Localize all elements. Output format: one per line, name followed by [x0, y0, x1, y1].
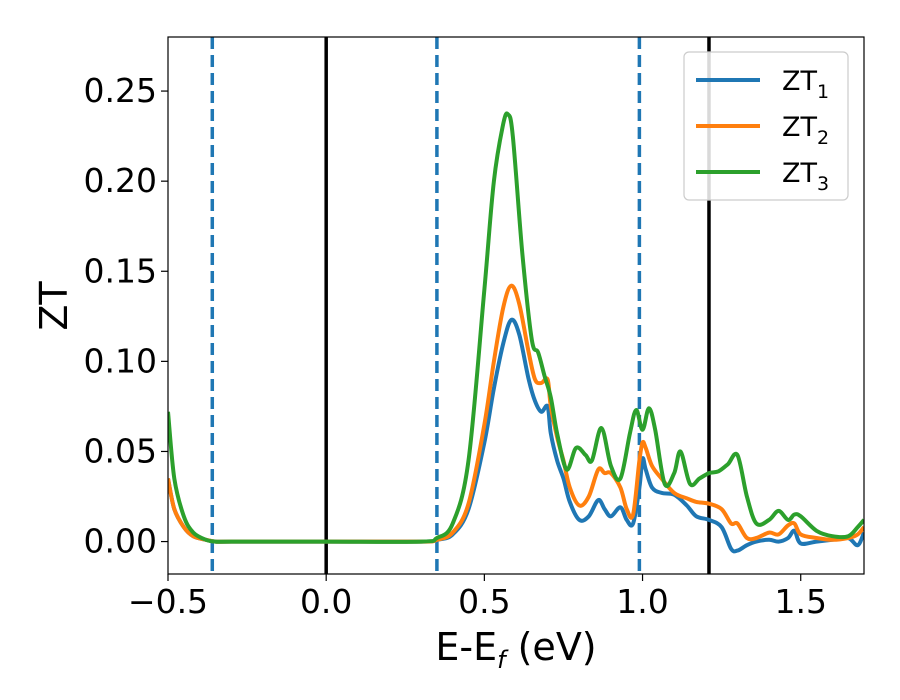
series-line-zt1	[168, 317, 864, 554]
legend-label-zt2: ZT2	[782, 112, 829, 149]
x-tick-label: −0.5	[128, 582, 208, 621]
y-tick-label: 0.25	[84, 71, 157, 110]
y-tick-label: 0.10	[84, 341, 157, 380]
x-axis: −0.5 0.0 0.5 1.0 1.5	[128, 574, 827, 621]
x-tick-label: 0.5	[458, 582, 510, 621]
y-tick-label: 0.05	[84, 431, 157, 470]
series-lines	[168, 111, 864, 554]
y-axis-label: ZT	[32, 281, 76, 331]
legend-box	[683, 51, 849, 201]
legend-label-zt3: ZT3	[782, 158, 829, 195]
x-tick-label: 0.0	[300, 582, 352, 621]
x-axis-label: E-Ef (eV)	[435, 625, 596, 674]
x-tick-label: 1.0	[616, 582, 668, 621]
plot-frame	[167, 36, 865, 575]
series-line-zt3	[168, 111, 864, 544]
y-tick-label: 0.15	[84, 251, 157, 290]
legend-label-zt1: ZT1	[782, 66, 829, 103]
y-tick-label: 0.00	[84, 522, 157, 561]
y-axis: 0.00 0.05 0.10 0.15 0.20 0.25	[84, 71, 168, 561]
y-tick-label: 0.20	[84, 161, 157, 200]
legend: ZT1 ZT2 ZT3	[683, 51, 849, 201]
x-tick-label: 1.5	[774, 582, 826, 621]
